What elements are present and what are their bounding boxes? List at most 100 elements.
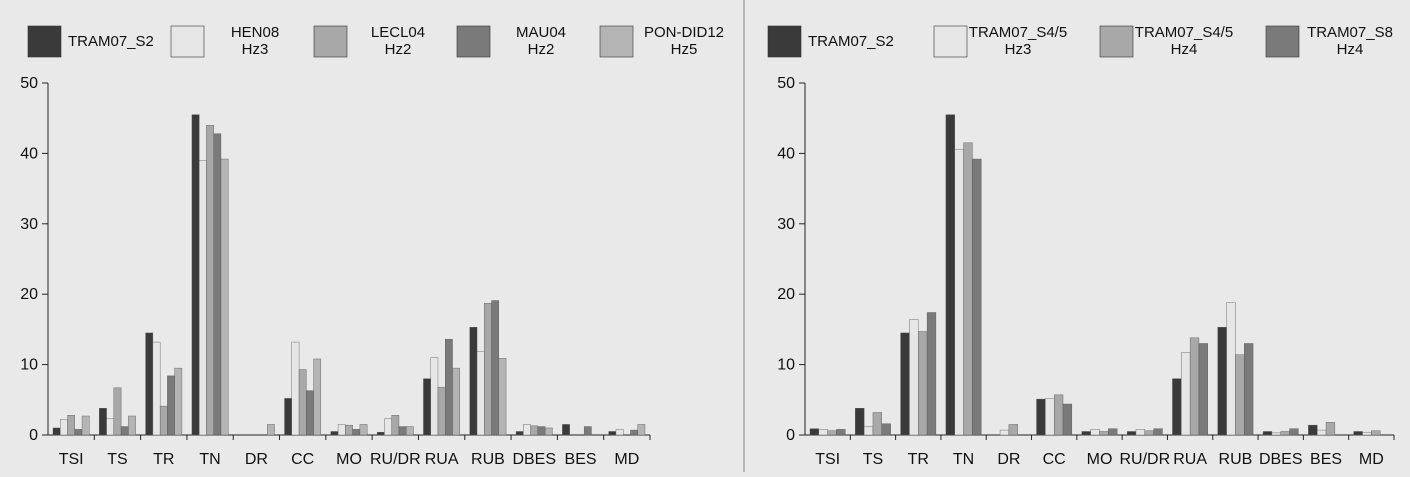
bar-hen08-hz3-ru-dr: [384, 418, 392, 436]
bar-hen08-hz3-tr: [152, 341, 161, 436]
bar-lecl04-hz2-mo: [345, 424, 353, 436]
bar-tram07-s2-tn: [945, 114, 955, 436]
bar-mau04-hz2-ru-dr: [398, 426, 407, 436]
x-tick-label-mo: MO: [1087, 451, 1113, 468]
bar-pon-did12-hz5-dbes: [544, 427, 553, 436]
legend-label-tram07-s2: TRAM07_S2: [808, 33, 894, 50]
bar-pon-did12-hz5-ts: [128, 415, 136, 436]
bar-tram07-s2-tn: [191, 114, 200, 436]
bar-pon-did12-hz5-tr: [174, 367, 183, 436]
legend-label-tram07-s2: TRAM07_S2: [68, 33, 154, 50]
bar-lecl04-hz2-cc: [298, 369, 307, 436]
x-tick-label-md: MD: [1359, 451, 1384, 468]
bar-tram07-s4-5-hz3-dr: [999, 429, 1010, 436]
bar-tram07-s2-ru-dr: [1126, 431, 1137, 436]
bar-tram07-s2-rub: [1217, 327, 1227, 436]
bar-tram07-s4-5-hz4-rua: [1189, 337, 1200, 436]
bar-lecl04-hz2-rua: [437, 386, 446, 436]
bar-mau04-hz2-rub: [491, 300, 500, 436]
bar-pon-did12-hz5-rua: [452, 367, 460, 436]
x-tick-label-tr: TR: [908, 451, 929, 468]
bar-tram07-s2-dbes: [1262, 431, 1273, 436]
bar-tram07-s4-5-hz3-bes: [1317, 429, 1327, 436]
bar-hen08-hz3-md: [615, 429, 624, 436]
legend-label-hen08-hz3-line-1: HEN08: [231, 24, 279, 41]
y-tick-label-20: 20: [777, 286, 795, 303]
chart-panel-right: TRAM07_S2 TRAM07_S4/5 Hz3 TRAM07_S4/5 Hz4 TRA…: [746, 0, 1410, 472]
bar-tram07-s4-5-hz4-ts: [872, 412, 882, 436]
legend-label-pon-did12-hz5-line-2: Hz5: [671, 41, 698, 58]
bar-tram07-s4-5-hz3-md: [1362, 431, 1372, 436]
legend-swatch-tram07-s4-5-hz4: [1099, 25, 1134, 58]
x-tick-label-bes: BES: [1310, 451, 1342, 468]
y-tick-label-50: 50: [20, 75, 38, 92]
x-tick-label-ts: TS: [863, 451, 883, 468]
x-tick-label-md: MD: [614, 451, 639, 468]
y-tick-label-40: 40: [777, 145, 795, 162]
bar-tram07-s4-5-hz4-tn: [963, 142, 973, 436]
bar-tram07-s8-hz4-tr: [926, 312, 937, 436]
bar-tram07-s2-bes: [562, 424, 570, 436]
x-tick-label-bes: BES: [565, 451, 597, 468]
x-tick-label-mo: MO: [336, 451, 362, 468]
bar-tram07-s2-md: [608, 431, 617, 436]
bar-hen08-hz3-rua: [430, 357, 439, 436]
legend-label-mau04-hz2-line-1: MAU04: [516, 24, 566, 41]
bar-tram07-s8-hz4-rub: [1244, 343, 1254, 436]
legend-label-pon-did12-hz5-line-1: PON-DID12: [644, 24, 724, 41]
bar-tram07-s4-5-hz3-tr: [909, 319, 919, 436]
bar-lecl04-hz2-ts: [113, 387, 122, 436]
bar-tram07-s8-hz4-cc: [1062, 403, 1073, 436]
bar-hen08-hz3-dbes: [523, 424, 531, 436]
bar-tram07-s4-5-hz3-ts: [863, 426, 874, 436]
bar-tram07-s4-5-hz4-mo: [1099, 431, 1109, 436]
bar-tram07-s4-5-hz3-ru-dr: [1135, 429, 1146, 436]
bar-tram07-s2-rua: [423, 378, 431, 436]
bar-tram07-s4-5-hz3-dbes: [1271, 432, 1281, 436]
bar-tram07-s2-md: [1353, 431, 1363, 436]
legend-label-lecl04-hz2-line-1: LECL04: [371, 24, 425, 41]
x-tick-label-tsi: TSI: [815, 451, 840, 468]
bar-tram07-s8-hz4-ru-dr: [1153, 428, 1163, 436]
bar-pon-did12-hz5-tn: [220, 158, 229, 436]
legend-label-tram07-s4-5-hz3-line-2: Hz3: [1005, 41, 1032, 58]
legend-swatch-pon-did12-hz5: [599, 25, 634, 58]
y-tick-label-0: 0: [786, 427, 795, 444]
bar-tram07-s8-hz4-tn: [972, 158, 982, 436]
legend-label-tram07-s8-hz4-line-1: TRAM07_S8: [1307, 24, 1393, 41]
bar-mau04-hz2-dbes: [537, 426, 546, 436]
y-tick-label-30: 30: [777, 216, 795, 233]
bar-pon-did12-hz5-rub: [498, 358, 507, 436]
x-tick-label-rua: RUA: [425, 451, 459, 468]
legend-label-mau04-hz2-line-2: Hz2: [528, 41, 555, 58]
x-tick-label-cc: CC: [1043, 451, 1066, 468]
bar-tram07-s2-tsi: [809, 428, 820, 436]
bar-hen08-hz3-tn: [198, 160, 207, 436]
legend-label-tram07-s4-5-hz3-line-1: TRAM07_S4/5: [969, 24, 1067, 41]
bar-tram07-s2-mo: [1081, 431, 1091, 436]
bar-tram07-s8-hz4-mo: [1108, 428, 1118, 436]
x-tick-label-ru-dr: RU/DR: [1119, 451, 1170, 468]
bar-tram07-s4-5-hz3-mo: [1090, 429, 1100, 436]
bar-tram07-s4-5-hz4-bes: [1325, 422, 1336, 436]
x-tick-label-dr: DR: [997, 451, 1020, 468]
bar-tram07-s2-ts: [99, 408, 107, 436]
bar-tram07-s2-ts: [855, 408, 865, 436]
bar-tram07-s2-bes: [1308, 424, 1318, 436]
bar-pon-did12-hz5-md: [637, 424, 646, 436]
x-tick-label-tn: TN: [199, 451, 220, 468]
bar-lecl04-hz2-ru-dr: [391, 415, 400, 436]
x-tick-label-ru-dr: RU/DR: [370, 451, 421, 468]
bar-lecl04-hz2-tn: [206, 125, 214, 436]
bar-mau04-hz2-bes: [583, 426, 592, 436]
bar-pon-did12-hz5-dr: [267, 424, 275, 436]
bar-tram07-s2-rua: [1172, 378, 1182, 436]
bar-tram07-s8-hz4-rua: [1198, 343, 1208, 436]
x-tick-label-dbes: DBES: [512, 451, 556, 468]
bar-tram07-s4-5-hz4-dbes: [1280, 431, 1290, 436]
legend-label-lecl04-hz2-line-2: Hz2: [385, 41, 412, 58]
x-tick-label-cc: CC: [291, 451, 314, 468]
bar-tram07-s8-hz4-tsi: [836, 429, 846, 436]
bar-lecl04-hz2-rub: [484, 303, 492, 436]
chart-panel-left: TRAM07_S2 HEN08 Hz3 LECL04 Hz2 MAU04 Hz2 PON-DI…: [20, 24, 724, 468]
